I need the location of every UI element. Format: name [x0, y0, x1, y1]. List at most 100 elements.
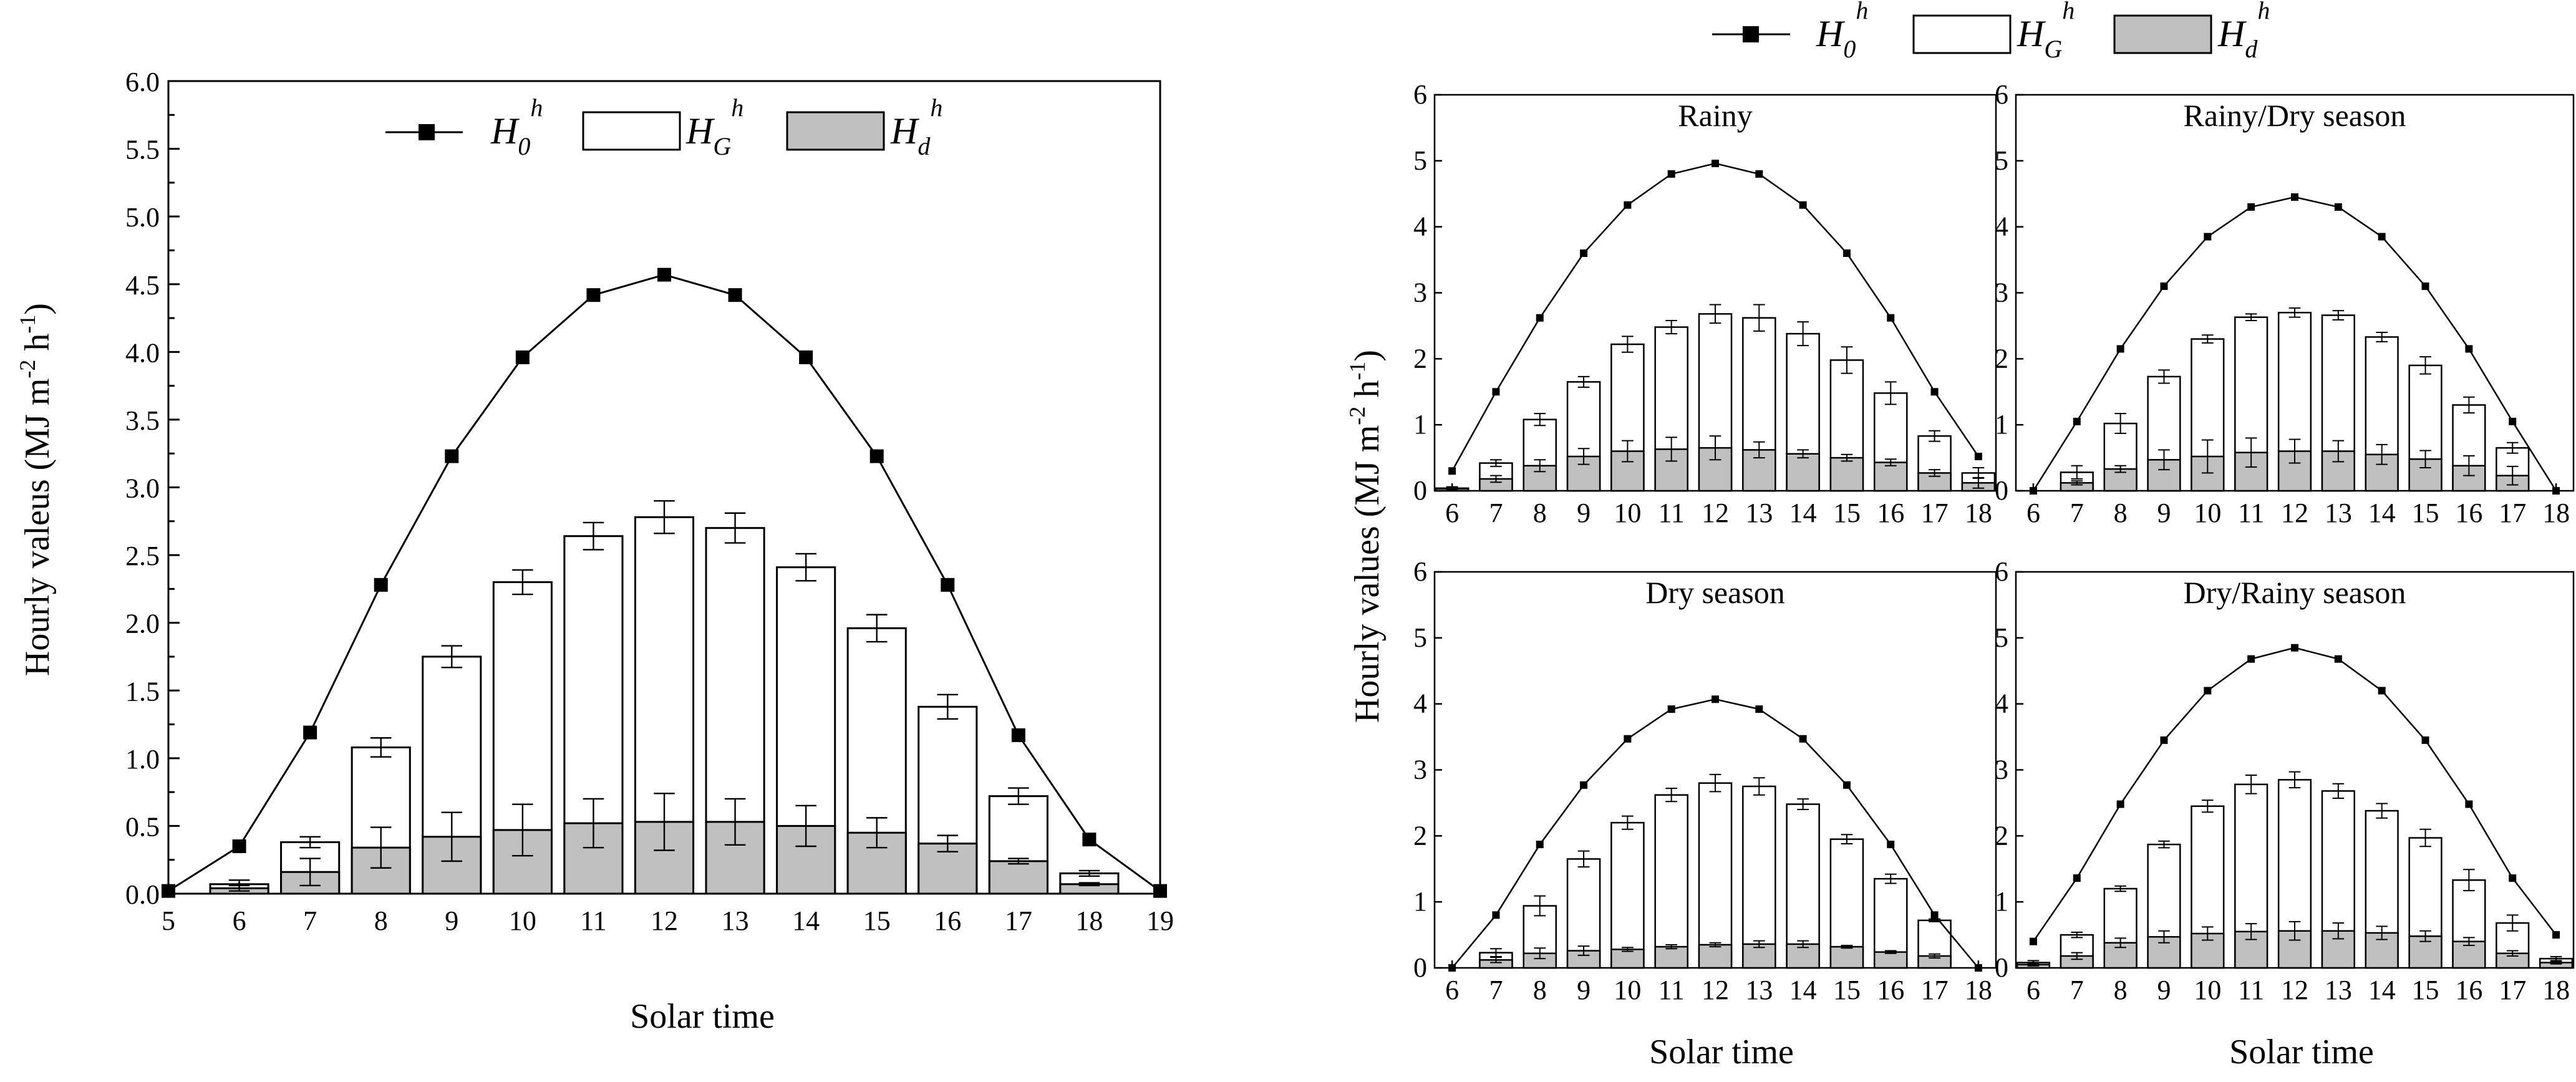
y-tick-label: 0	[1995, 952, 2008, 983]
right-x-axis-title-right: Solar time	[2229, 1033, 2374, 1071]
x-tick-label: 18	[2542, 975, 2570, 1005]
panel-title: Dry season	[1645, 575, 1785, 610]
y-tick-label: 3	[1413, 755, 1427, 785]
y-tick-label: 0.5	[125, 811, 160, 842]
x-tick-label: 10	[509, 906, 536, 936]
y-tick-label: 6	[1413, 79, 1427, 110]
point-extraterrestrial-7	[1492, 388, 1500, 396]
x-tick-label: 6	[1445, 975, 1459, 1005]
x-tick-label: 16	[934, 906, 961, 936]
x-tick-label: 15	[863, 906, 891, 936]
point-extraterrestrial-11	[1667, 170, 1675, 178]
y-tick-label: 1	[1413, 409, 1427, 440]
x-tick-label: 7	[1489, 498, 1503, 528]
x-tick-label: 11	[2238, 498, 2264, 528]
bar-diffuse-17	[988, 860, 1048, 895]
y-tick-label: 3	[1995, 278, 2008, 308]
legend-right-h0-label: H0h	[1816, 0, 1868, 63]
point-extraterrestrial-18	[2552, 487, 2560, 495]
bar-diffuse-14	[1786, 453, 1820, 492]
point-extraterrestrial-11	[1667, 705, 1675, 713]
legend-hd-swatch	[786, 111, 885, 151]
y-tick-label: 2.5	[125, 541, 160, 571]
y-tick-label: 2	[1995, 343, 2008, 374]
legend-right-hd-label: Hdh	[2217, 0, 2270, 63]
bar-global-10	[1610, 821, 1645, 969]
point-extraterrestrial-16	[1887, 841, 1895, 849]
point-extraterrestrial-8	[2116, 345, 2124, 353]
x-tick-label: 14	[792, 906, 820, 936]
legend-right-hd-swatch	[2113, 14, 2212, 54]
x-tick-label: 6	[1445, 498, 1459, 528]
x-tick-label: 11	[2238, 975, 2264, 1005]
x-tick-label: 15	[1833, 498, 1861, 528]
point-extraterrestrial-17	[1930, 911, 1939, 919]
point-extraterrestrial-6	[2029, 487, 2037, 495]
right-y-axis-title: Hourly values (MJ m-2 h-1)	[1345, 350, 1387, 723]
point-extraterrestrial-9	[2160, 736, 2168, 744]
point-extraterrestrial-9	[2160, 282, 2168, 290]
x-tick-label: 13	[1745, 498, 1773, 528]
y-tick-label: 2	[1995, 820, 2008, 851]
y-tick-label: 3.5	[125, 405, 160, 436]
legend-right-hg-swatch	[1912, 14, 2012, 54]
chart-main-hourly: 0.0 0.5 1.0 1.5 2.0 2.5 3.0 3.5 4.0 4.5 5.0 5.5 6.0 5…	[125, 67, 1174, 936]
point-extraterrestrial-17	[1930, 388, 1939, 396]
legend-hg-swatch	[582, 111, 681, 151]
y-tick-label: 4	[1995, 688, 2008, 719]
point-extraterrestrial-11	[2247, 655, 2255, 663]
x-tick-label: 6	[2026, 975, 2040, 1005]
point-extraterrestrial-8	[1536, 314, 1544, 322]
x-tick-label: 17	[2499, 975, 2526, 1005]
x-tick-label: 13	[2325, 498, 2352, 528]
point-extraterrestrial-17	[1011, 728, 1025, 742]
y-tick-label: 4	[1413, 211, 1427, 242]
x-tick-label: 12	[2281, 498, 2308, 528]
x-tick-label: 17	[1005, 906, 1032, 936]
x-tick-label: 12	[651, 906, 678, 936]
point-extraterrestrial-8	[374, 577, 388, 592]
bar-diffuse-15	[1829, 456, 1864, 492]
x-tick-label: 15	[2412, 975, 2439, 1005]
x-tick-label: 16	[2455, 498, 2482, 528]
point-extraterrestrial-12	[1712, 695, 1719, 703]
x-tick-label: 7	[2070, 498, 2084, 528]
x-tick-label: 9	[1577, 975, 1591, 1005]
y-tick-label: 2	[1413, 343, 1427, 374]
legend-h0-marker	[419, 124, 435, 140]
x-tick-label: 13	[1745, 975, 1773, 1005]
x-tick-label: 7	[2070, 975, 2084, 1005]
y-tick-label: 6	[1413, 556, 1427, 587]
legend-right-h0-marker	[1743, 26, 1759, 42]
bar-global-9	[1566, 858, 1601, 969]
bar-diffuse-13	[705, 821, 765, 895]
x-tick-label: 18	[2542, 498, 2570, 528]
bar-diffuse-16	[1873, 461, 1908, 492]
x-tick-label: 5	[162, 906, 175, 936]
x-tick-label: 12	[2281, 975, 2308, 1005]
point-extraterrestrial-11	[586, 288, 601, 302]
y-tick-label: 0	[1995, 475, 2008, 506]
point-extraterrestrial-13	[2334, 655, 2342, 663]
bar-global-12	[1698, 782, 1733, 969]
y-tick-label: 4.5	[125, 270, 160, 301]
y-tick-label: 0	[1413, 952, 1427, 983]
x-tick-label: 8	[374, 906, 388, 936]
x-tick-label: 16	[2455, 975, 2482, 1005]
point-extraterrestrial-12	[2291, 193, 2298, 201]
legend-left: H0h HGh Hdh	[385, 94, 942, 160]
panel-title: Dry/Rainy season	[2184, 575, 2406, 610]
y-tick-label: 1	[1413, 886, 1427, 917]
x-tick-label: 11	[1658, 975, 1685, 1005]
x-tick-label: 14	[2368, 975, 2396, 1005]
point-extraterrestrial-18	[1974, 964, 1982, 972]
x-tick-label: 15	[2412, 498, 2439, 528]
bar-diffuse-12	[1698, 944, 1733, 969]
y-tick-label: 5	[1995, 145, 2008, 176]
y-tick-label: 1	[1995, 409, 2008, 440]
y-tick-label: 4.0	[125, 337, 160, 368]
point-extraterrestrial-10	[1624, 735, 1632, 743]
point-extraterrestrial-15	[1842, 249, 1851, 257]
